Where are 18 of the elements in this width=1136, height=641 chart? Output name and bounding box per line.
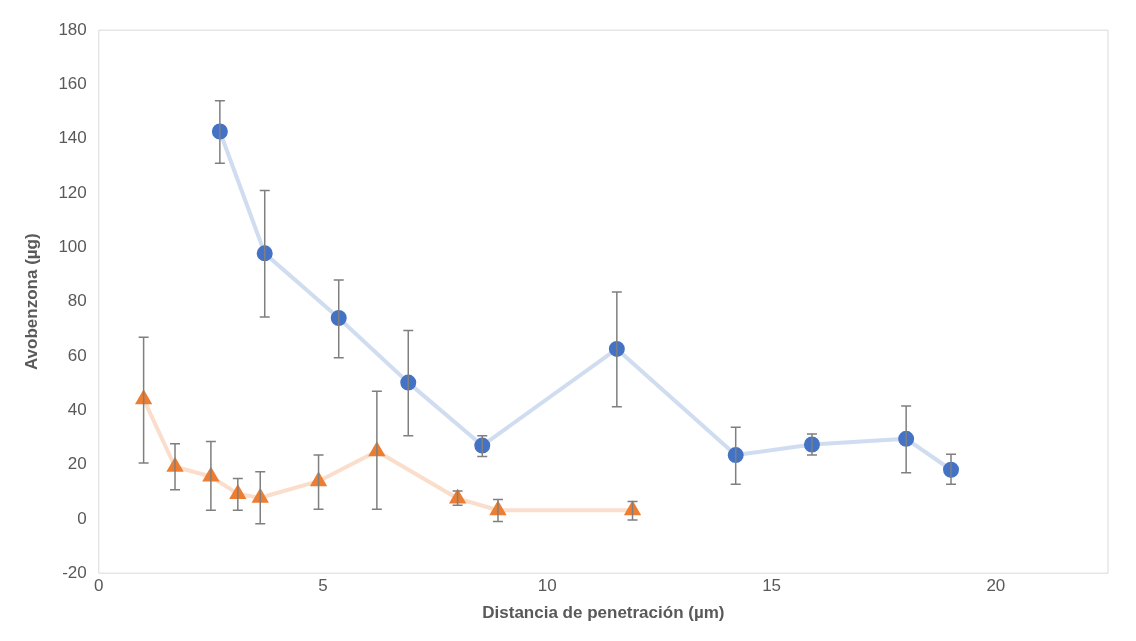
x-tick-label: 15 [762,576,782,596]
y-tick-label: 80 [67,291,87,311]
y-axis-title: Avobenzona (µg) [21,233,41,371]
x-tick-label: 0 [94,576,104,596]
y-tick-label: 0 [77,508,87,528]
x-tick-label: 10 [537,576,557,596]
y-tick-label: 20 [67,454,87,474]
x-tick-label: 20 [986,576,1006,596]
y-tick-label: 120 [58,182,87,202]
y-tick-label: 180 [58,19,87,39]
x-axis-title: Distancia de penetración (µm) [482,603,725,623]
y-tick-label: 60 [67,345,87,365]
y-tick-label: 160 [58,74,87,94]
y-tick-label: 140 [58,128,87,148]
y-tick-label: -20 [62,562,87,582]
y-tick-label: 100 [58,237,87,257]
x-tick-label: 5 [318,576,328,596]
y-tick-label: 40 [67,399,87,419]
